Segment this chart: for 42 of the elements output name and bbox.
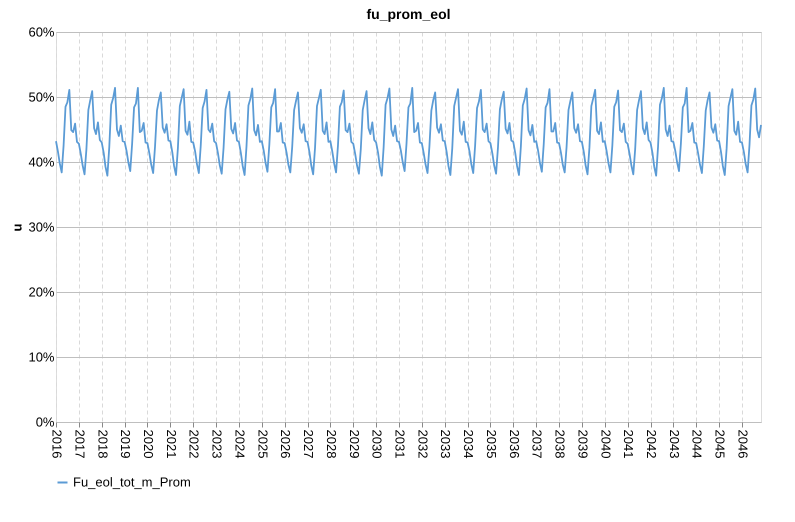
x-tick-label: 2023	[210, 430, 225, 458]
x-tick-label: 2020	[140, 430, 156, 458]
x-tick-label: 2046	[735, 430, 750, 458]
y-axis-title: u	[9, 223, 24, 232]
y-tick-label: 10%	[28, 350, 55, 364]
y-tick-label: 30%	[28, 220, 55, 234]
x-tick-label: 2022	[186, 430, 202, 458]
x-tick-label: 2045	[712, 430, 728, 458]
y-tick-label: 40%	[28, 154, 55, 170]
y-tick-label: 0%	[36, 414, 55, 430]
x-tick-label: 2025	[255, 430, 270, 458]
x-tick-label: 2041	[621, 430, 636, 458]
x-tick-label: 2037	[530, 430, 545, 458]
x-tick-label: 2042	[644, 430, 660, 458]
x-tick-label: 2021	[164, 430, 179, 458]
x-tick-label: 2038	[552, 430, 568, 458]
x-tick-label: 2031	[392, 430, 408, 458]
x-tick-label: 2029	[346, 430, 362, 458]
x-tick-label: 2036	[506, 430, 522, 458]
y-tick-label: 50%	[28, 90, 55, 104]
x-tick-label: 2034	[461, 430, 476, 458]
x-tick-label: 2044	[690, 430, 705, 458]
x-tick-label: 2024	[232, 430, 248, 458]
x-tick-label: 2017	[72, 430, 88, 458]
x-tick-label: 2026	[278, 430, 294, 458]
x-tick-label: 2033	[438, 430, 454, 458]
chart-title: fu_prom_eol	[366, 6, 451, 22]
x-tick-label: 2027	[301, 430, 316, 458]
y-tick-label: 60%	[28, 24, 55, 40]
x-tick-label: 2043	[666, 430, 682, 458]
x-tick-label: 2018	[95, 430, 110, 458]
x-tick-label: 2040	[598, 430, 614, 458]
x-tick-label: 2019	[118, 430, 134, 458]
legend-label: Fu_eol_tot_m_Prom	[73, 474, 191, 490]
x-tick-label: 2016	[50, 430, 64, 458]
x-tick-label: 2035	[484, 430, 499, 458]
x-tick-label: 2030	[370, 430, 385, 458]
x-tick-label: 2028	[324, 430, 339, 458]
line-series	[55, 87, 762, 177]
x-tick-label: 2039	[575, 430, 590, 458]
x-tick-label: 2032	[415, 430, 430, 458]
y-tick-label: 20%	[28, 284, 55, 300]
